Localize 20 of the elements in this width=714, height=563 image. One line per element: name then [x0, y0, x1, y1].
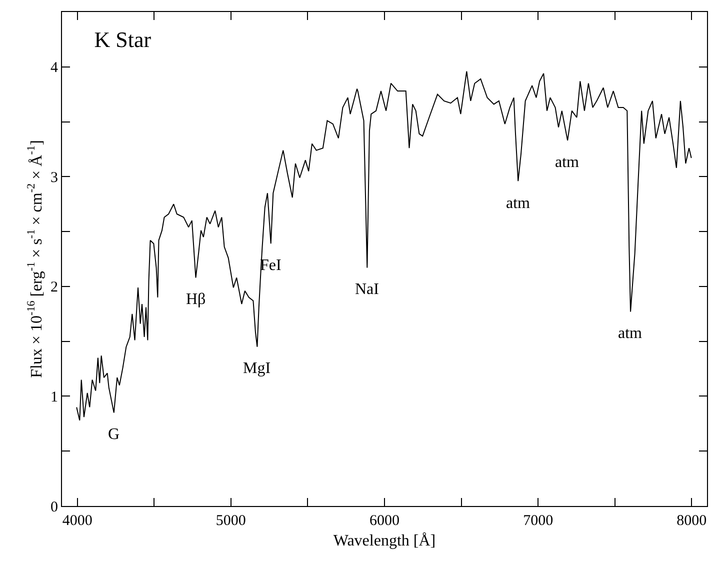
annotation: atm — [506, 195, 531, 212]
line-series — [76, 70, 692, 421]
y-tick-label: 2 — [50, 280, 58, 296]
annotation: Hβ — [186, 291, 206, 308]
annotation: atm — [555, 154, 580, 171]
text: K Star — [94, 27, 152, 52]
x-tick-label: 6000 — [370, 513, 400, 529]
annotation: atm — [618, 325, 643, 342]
x-tick-label: 5000 — [216, 513, 246, 529]
annotation: G — [108, 426, 120, 443]
x-tick-label: 7000 — [523, 513, 554, 529]
y-tick-label: 1 — [50, 389, 58, 406]
y-tick-label: 4 — [50, 60, 58, 76]
y-tick-label: 3 — [50, 170, 58, 186]
annotation: MgI — [243, 360, 271, 377]
x-tick-label: 8000 — [676, 513, 707, 529]
x-tick-label: 4000 — [62, 513, 92, 529]
y-tick-label: 0 — [50, 499, 58, 516]
x-axis-title: Wavelength [Å] — [333, 532, 436, 550]
annotation: NaI — [355, 281, 379, 298]
